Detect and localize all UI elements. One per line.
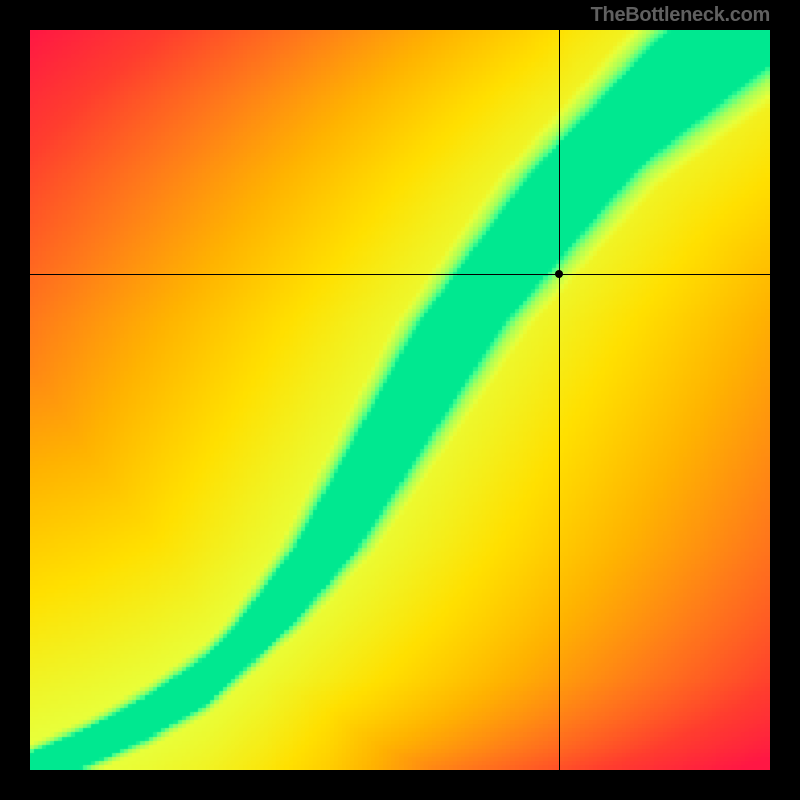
- bottleneck-heatmap: [30, 30, 770, 770]
- chart-container: TheBottleneck.com: [0, 0, 800, 800]
- watermark-text: TheBottleneck.com: [591, 4, 770, 27]
